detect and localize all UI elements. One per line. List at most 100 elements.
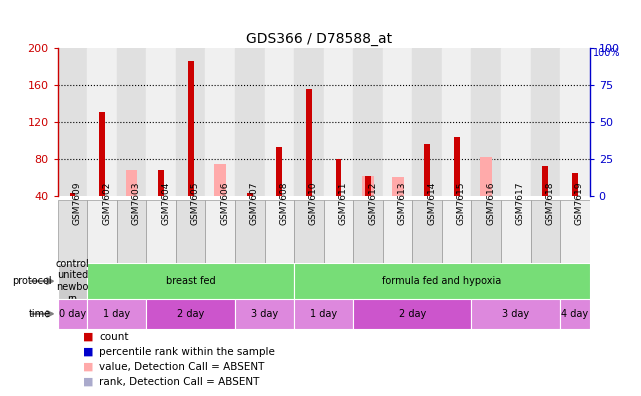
Bar: [365, 175, 371, 196]
Text: ■: ■: [83, 346, 94, 357]
Bar: [324, 48, 353, 196]
Text: GSM7615: GSM7615: [456, 181, 466, 225]
Text: count: count: [99, 331, 129, 342]
Bar: [58, 263, 87, 299]
Bar: [542, 166, 548, 196]
Text: time: time: [29, 309, 51, 319]
Bar: [87, 200, 117, 263]
Bar: [176, 48, 206, 196]
Bar: [353, 299, 472, 329]
Bar: [392, 177, 404, 196]
Text: GSM7618: GSM7618: [545, 181, 554, 225]
Bar: [412, 200, 442, 263]
Bar: [247, 193, 253, 196]
Bar: [454, 137, 460, 196]
Bar: [383, 200, 412, 263]
Text: value, Detection Call = ABSENT: value, Detection Call = ABSENT: [99, 362, 265, 372]
Text: 3 day: 3 day: [503, 309, 529, 319]
Text: GSM7611: GSM7611: [338, 181, 347, 225]
Bar: [58, 299, 87, 329]
Bar: [560, 200, 590, 263]
Text: rank, Detection Call = ABSENT: rank, Detection Call = ABSENT: [99, 377, 260, 387]
Bar: [572, 173, 578, 196]
Bar: [235, 299, 294, 329]
Bar: [560, 299, 590, 329]
Bar: [501, 48, 531, 196]
Bar: [294, 299, 353, 329]
Bar: [99, 112, 105, 196]
Bar: [158, 170, 164, 196]
Text: percentile rank within the sample: percentile rank within the sample: [99, 346, 275, 357]
Bar: [58, 200, 87, 263]
Text: 1 day: 1 day: [310, 309, 337, 319]
Text: ■: ■: [83, 377, 94, 387]
Text: protocol: protocol: [12, 276, 51, 286]
Text: GSM7617: GSM7617: [516, 181, 525, 225]
Bar: [424, 144, 430, 196]
Text: GSM7602: GSM7602: [102, 181, 111, 225]
Text: 2 day: 2 day: [399, 309, 426, 319]
Text: GSM7610: GSM7610: [309, 181, 318, 225]
Text: 4 day: 4 day: [562, 309, 588, 319]
Bar: [442, 48, 472, 196]
Bar: [235, 200, 265, 263]
Bar: [87, 263, 294, 299]
Bar: [294, 200, 324, 263]
Bar: [480, 157, 492, 196]
Bar: [87, 299, 146, 329]
Text: 1 day: 1 day: [103, 309, 130, 319]
Text: 2 day: 2 day: [177, 309, 204, 319]
Bar: [294, 263, 590, 299]
Bar: [353, 48, 383, 196]
Bar: [383, 48, 412, 196]
Text: GSM7603: GSM7603: [131, 181, 140, 225]
Bar: [188, 61, 194, 196]
Bar: [353, 200, 383, 263]
Text: ■: ■: [83, 331, 94, 342]
Bar: [362, 175, 374, 196]
Text: GSM7614: GSM7614: [427, 181, 436, 225]
Text: GSM7608: GSM7608: [279, 181, 288, 225]
Bar: [117, 48, 146, 196]
Bar: [235, 48, 265, 196]
Text: GSM7605: GSM7605: [191, 181, 200, 225]
Bar: [126, 170, 137, 196]
Text: breast fed: breast fed: [166, 276, 215, 286]
Bar: [531, 200, 560, 263]
Text: GSM7619: GSM7619: [575, 181, 584, 225]
Text: formula fed and hypoxia: formula fed and hypoxia: [382, 276, 501, 286]
Text: GSM7607: GSM7607: [250, 181, 259, 225]
Bar: [306, 89, 312, 196]
Bar: [206, 200, 235, 263]
Bar: [442, 200, 472, 263]
Text: GSM7609: GSM7609: [72, 181, 81, 225]
Text: GSM7616: GSM7616: [487, 181, 495, 225]
Bar: [265, 200, 294, 263]
Text: ■: ■: [83, 362, 94, 372]
Text: control
united
newbo
rn: control united newbo rn: [56, 259, 89, 304]
Bar: [265, 48, 294, 196]
Bar: [69, 193, 76, 196]
Text: GSM7612: GSM7612: [368, 181, 377, 225]
Bar: [176, 200, 206, 263]
Text: GSM7604: GSM7604: [161, 181, 170, 225]
Bar: [206, 48, 235, 196]
Text: 0 day: 0 day: [59, 309, 86, 319]
Text: GSM7606: GSM7606: [221, 181, 229, 225]
Text: GSM7613: GSM7613: [397, 181, 406, 225]
Text: 3 day: 3 day: [251, 309, 278, 319]
Bar: [560, 48, 590, 196]
Bar: [412, 48, 442, 196]
Bar: [472, 299, 560, 329]
Bar: [146, 200, 176, 263]
Text: 100%: 100%: [593, 48, 620, 57]
Bar: [294, 48, 324, 196]
Bar: [214, 164, 226, 196]
Bar: [324, 200, 353, 263]
Bar: [472, 48, 501, 196]
Bar: [472, 200, 501, 263]
Bar: [87, 48, 117, 196]
Bar: [117, 200, 146, 263]
Bar: [146, 48, 176, 196]
Bar: [146, 299, 235, 329]
